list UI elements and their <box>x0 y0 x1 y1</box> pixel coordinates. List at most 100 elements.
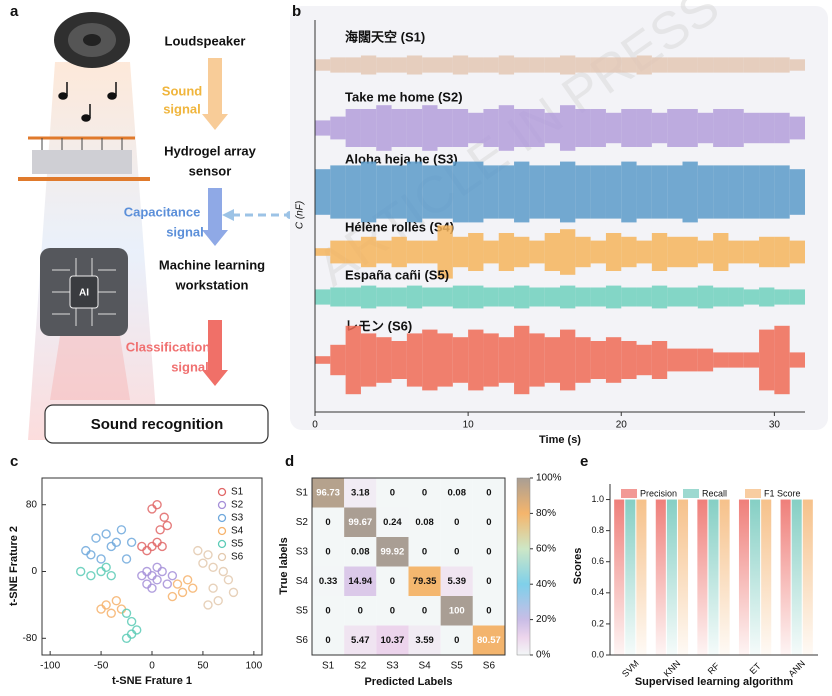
signal-segment <box>621 57 637 73</box>
x-tick-label: 0 <box>149 661 155 672</box>
cell <box>472 566 505 596</box>
signal-segment <box>651 233 668 271</box>
signal-segment <box>605 337 622 383</box>
cell <box>408 478 441 508</box>
x-tick-label: 20 <box>616 420 628 431</box>
cell-label: 0.33 <box>319 576 338 587</box>
signal-segment <box>743 57 760 73</box>
x-tick-label: 100 <box>246 661 263 672</box>
cell <box>312 478 345 508</box>
cell-label: 0.08 <box>351 546 370 557</box>
signal-segment <box>345 287 361 307</box>
point <box>167 591 178 602</box>
legend-label: Recall <box>702 488 727 498</box>
legend-swatch <box>217 539 227 549</box>
arrow-head <box>202 230 228 246</box>
signal-segment <box>560 161 576 223</box>
cell-label: 0 <box>325 635 330 646</box>
signal-segment <box>605 165 622 219</box>
bar <box>750 499 761 655</box>
point <box>96 566 106 577</box>
cell <box>472 478 505 508</box>
legend-swatch <box>217 552 227 562</box>
legend-swatch <box>621 489 637 498</box>
cell <box>312 596 345 626</box>
cell-label: 0 <box>454 546 459 557</box>
signal-segment <box>514 109 530 147</box>
signal-segment <box>544 57 560 73</box>
signal-segment <box>483 57 499 73</box>
bar <box>738 499 750 655</box>
sound-signal-label: Sound <box>162 83 202 98</box>
signal-segment <box>713 287 729 307</box>
signal-segment <box>529 240 545 264</box>
signal-segment <box>391 341 407 379</box>
arrow-head <box>202 114 228 130</box>
sensor-label: Hydrogel array <box>164 143 257 158</box>
cell <box>472 596 505 626</box>
output-beam <box>50 336 130 400</box>
signal-segment <box>391 109 407 147</box>
signal-segment <box>529 109 545 147</box>
cell <box>440 478 473 508</box>
legend-label: Precision <box>640 488 677 498</box>
signal-segment <box>514 161 530 223</box>
signal-segment <box>468 329 484 391</box>
point <box>116 604 127 614</box>
signal-segment <box>315 59 331 71</box>
signal-segment <box>651 57 668 73</box>
legend-label: S5 <box>231 539 244 550</box>
cell <box>408 625 441 655</box>
panel-label: d <box>285 453 294 470</box>
cell-label: 0.24 <box>383 517 402 528</box>
signal-segment <box>544 165 560 219</box>
signal-segment <box>452 55 469 75</box>
panel-label: b <box>292 3 301 20</box>
point <box>198 558 208 568</box>
signal-segment <box>437 333 453 387</box>
signal-segment <box>789 289 805 305</box>
cell-label: 0 <box>486 576 491 587</box>
signal-segment <box>422 329 438 391</box>
legend-label: F1 Score <box>764 488 801 498</box>
signal-segment <box>789 169 805 215</box>
cell-label: 0 <box>454 517 459 528</box>
point <box>121 608 132 618</box>
point <box>76 566 86 577</box>
signal-segment <box>391 236 407 268</box>
x-tick-label: 30 <box>769 420 781 431</box>
signal-segment <box>452 236 469 268</box>
point <box>177 587 188 598</box>
x-tick-label: S3 <box>386 661 399 672</box>
y-axis-title: Scores <box>572 548 584 585</box>
point <box>157 541 167 552</box>
cell-label: 0 <box>390 487 395 498</box>
signal-segment <box>483 287 499 307</box>
x-tick-label: RF <box>706 660 722 676</box>
signal-segment <box>529 287 545 307</box>
point <box>81 545 91 556</box>
x-tick-label: S1 <box>322 661 335 672</box>
signal-segment <box>774 112 790 144</box>
signal-segment <box>789 240 805 264</box>
signal-segment <box>682 287 698 307</box>
cell-label: 0 <box>486 546 491 557</box>
cell <box>376 478 409 508</box>
signal-segment <box>345 57 361 73</box>
cell <box>440 537 473 567</box>
hydrogel-array <box>32 150 132 174</box>
legend-label: S4 <box>231 526 244 537</box>
bar <box>614 499 625 655</box>
signal-segment <box>636 287 652 307</box>
signal-segment <box>575 287 591 307</box>
signal-segment <box>498 55 515 75</box>
colorbar-tick-label: 100% <box>536 473 562 484</box>
x-tick-label: S4 <box>418 661 431 672</box>
panel-label: e <box>580 453 588 470</box>
signal-segment <box>636 344 652 376</box>
x-tick-label: S2 <box>354 661 367 672</box>
point <box>228 587 239 598</box>
signal-segment <box>498 233 515 271</box>
y-tick-label: 0.6 <box>591 556 604 566</box>
